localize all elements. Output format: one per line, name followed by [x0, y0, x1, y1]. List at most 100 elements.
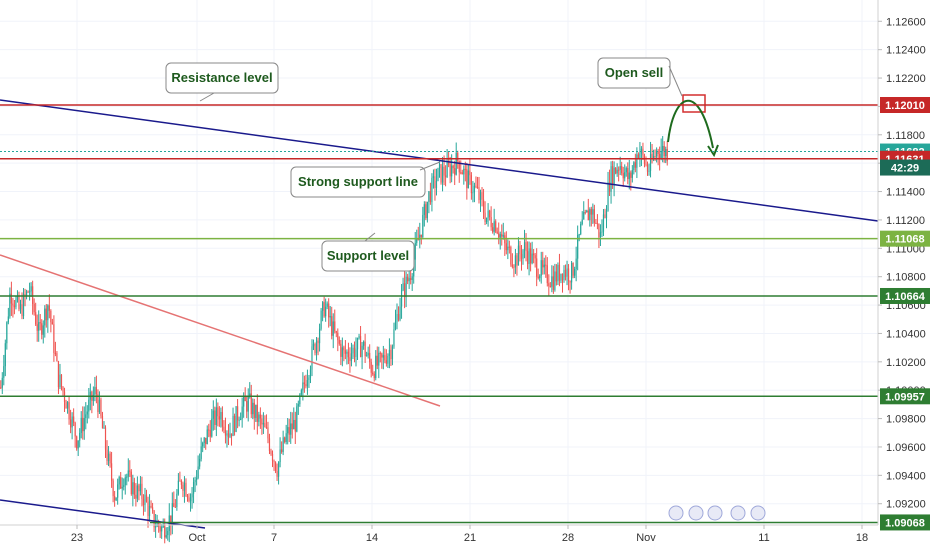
candle-body	[294, 419, 296, 432]
candle-body	[452, 165, 454, 169]
candle-body	[428, 191, 430, 202]
level-badge-text-5: 1.09957	[885, 391, 925, 403]
candle-body	[551, 276, 553, 287]
candle-body	[100, 399, 102, 416]
candle-body	[236, 406, 239, 421]
candle-body	[51, 322, 53, 325]
candle-body	[501, 234, 503, 237]
candle-body	[326, 303, 328, 307]
x-tick-label: Oct	[188, 532, 205, 544]
candle-body	[502, 235, 504, 237]
candle-body	[523, 242, 526, 251]
trend-line-lower	[0, 499, 206, 529]
candle-body	[540, 260, 542, 276]
candle-body	[170, 515, 172, 525]
candle-body	[293, 419, 295, 430]
candle-body	[94, 386, 96, 395]
candle-body	[399, 306, 401, 320]
candle-body	[66, 402, 69, 409]
candle-body	[54, 352, 57, 354]
candle-body	[665, 149, 667, 157]
candle-body	[423, 204, 425, 215]
candle-body	[586, 210, 588, 213]
candle-body	[410, 278, 412, 280]
candle-body	[369, 352, 371, 362]
candle-body	[276, 471, 278, 477]
candle-body	[7, 316, 9, 323]
candle-body	[530, 248, 532, 264]
candle-body	[290, 423, 292, 435]
candle-body	[526, 251, 529, 264]
candle-body	[287, 427, 289, 434]
candle-body	[322, 302, 324, 311]
candle-body	[560, 273, 562, 281]
candle-body	[621, 166, 623, 174]
candle-body	[69, 419, 72, 428]
candle-body	[65, 401, 67, 409]
candle-body	[259, 414, 261, 419]
candle-body	[539, 275, 541, 279]
candle-body	[352, 347, 354, 354]
candle-body	[361, 345, 363, 357]
candle-body	[320, 310, 322, 329]
candle-body	[53, 324, 55, 353]
candle-body	[76, 436, 78, 449]
y-tick-label: 1.12400	[886, 45, 926, 57]
candle-body	[112, 480, 114, 497]
candle-body	[514, 255, 517, 268]
candle-body	[309, 369, 312, 378]
candle-body	[378, 352, 380, 366]
candle-body	[139, 483, 142, 492]
candle-body	[555, 271, 558, 282]
candle-body	[337, 332, 339, 341]
candle-body	[312, 344, 315, 347]
candle-body	[636, 154, 638, 168]
candle-body	[323, 302, 325, 317]
candle-body	[98, 399, 101, 413]
candle-body	[513, 266, 515, 268]
candle-body	[59, 374, 61, 388]
candle-body	[619, 166, 621, 170]
candles	[0, 136, 668, 544]
candle-body	[123, 485, 125, 487]
candle-body	[18, 295, 20, 310]
candle-body	[296, 406, 298, 432]
candle-body	[92, 394, 94, 401]
candle-body	[405, 276, 407, 298]
candle-body	[630, 172, 632, 178]
candle-body	[27, 291, 29, 293]
candle-body	[570, 263, 573, 283]
y-tick-label: 1.11400	[886, 187, 925, 199]
candle-body	[176, 493, 178, 507]
candle-body	[528, 248, 530, 264]
candle-body	[95, 386, 98, 395]
candle-body	[493, 221, 495, 232]
candle-body	[232, 415, 234, 437]
candle-body	[498, 233, 500, 238]
candle-body	[444, 175, 447, 177]
candle-body	[411, 276, 413, 280]
candle-body	[185, 482, 187, 496]
candle-body	[419, 234, 421, 240]
candle-body	[161, 526, 163, 532]
candle-body	[649, 153, 652, 171]
candle-body	[271, 453, 274, 461]
candle-body	[141, 483, 143, 500]
candle-body	[346, 351, 348, 354]
candle-body	[616, 169, 618, 174]
candle-body	[508, 246, 510, 248]
candle-body	[519, 245, 521, 255]
candle-body	[454, 168, 456, 175]
y-tick-label: 1.10800	[886, 272, 926, 284]
candle-body	[611, 166, 614, 185]
candle-body	[3, 366, 5, 378]
candle-body	[62, 386, 64, 392]
candle-body	[458, 161, 460, 173]
candle-body	[432, 176, 435, 178]
y-tick-label: 1.12200	[886, 73, 926, 85]
candle-body	[203, 437, 205, 443]
candle-body	[435, 180, 438, 189]
candle-body	[499, 234, 501, 238]
